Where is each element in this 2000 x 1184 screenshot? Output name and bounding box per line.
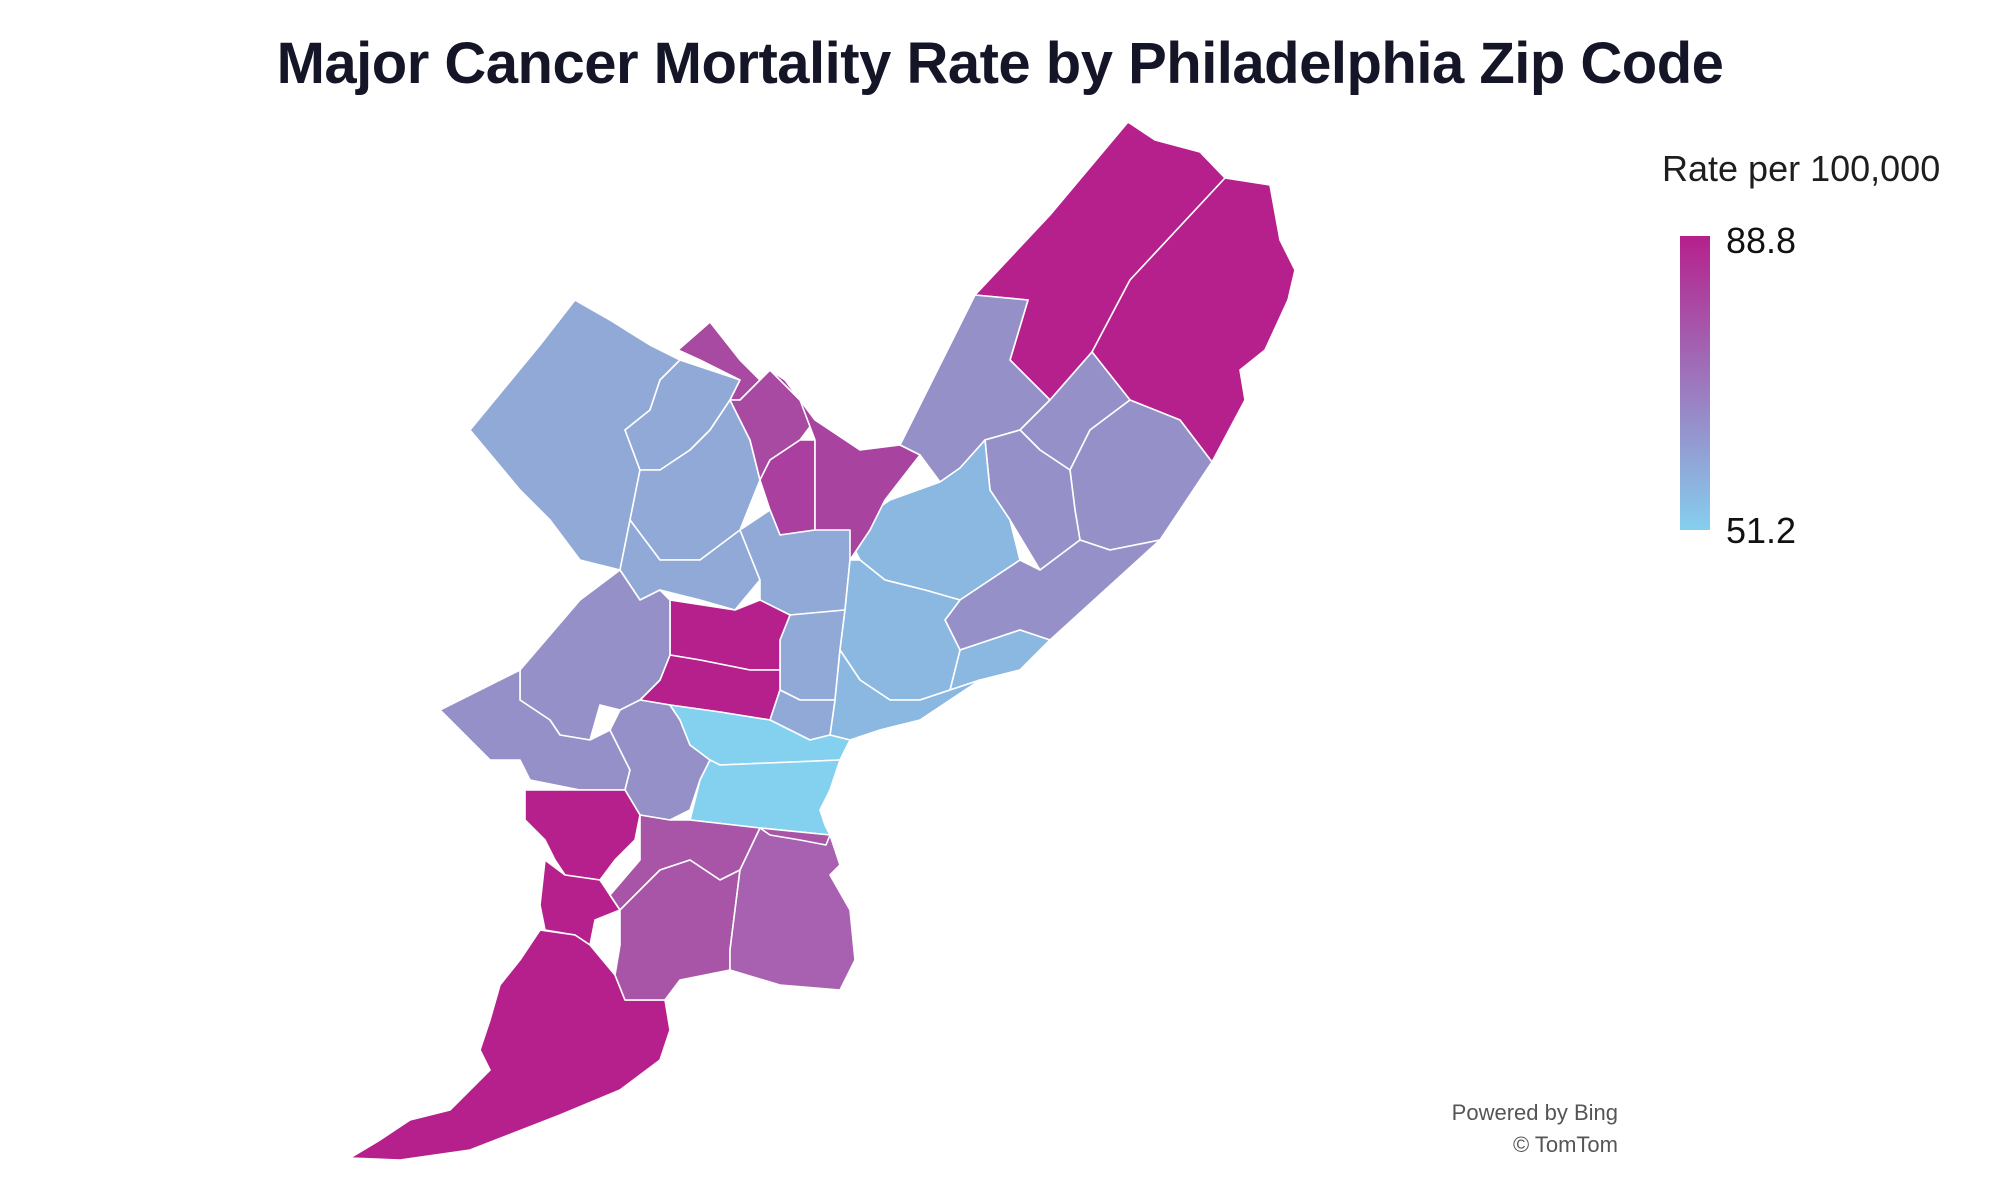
copyright-text: © TomTom [1512, 1132, 1618, 1157]
zip-region-kingsessing[interactable] [539, 859, 621, 946]
zip-region-point-breeze[interactable] [759, 827, 831, 846]
map-attribution: Powered by Bing © TomTom [1318, 1097, 1618, 1161]
powered-by-text: Powered by Bing [1451, 1100, 1618, 1125]
zip-region-southwest[interactable] [524, 789, 641, 881]
legend-color-scale [1680, 236, 1710, 530]
zip-region-south-philly-east[interactable] [729, 827, 856, 991]
zip-region-north-philly-east[interactable] [779, 609, 846, 701]
map-title: Major Cancer Mortality Rate by Philadelp… [276, 31, 1724, 96]
legend-max-label: 88.8 [1726, 220, 1797, 261]
zip-region-center-city[interactable] [689, 759, 841, 836]
legend-title: Rate per 100,000 [1662, 148, 1941, 189]
legend-min-label: 51.2 [1726, 510, 1797, 551]
zip-region-center-city-north[interactable] [669, 704, 851, 766]
